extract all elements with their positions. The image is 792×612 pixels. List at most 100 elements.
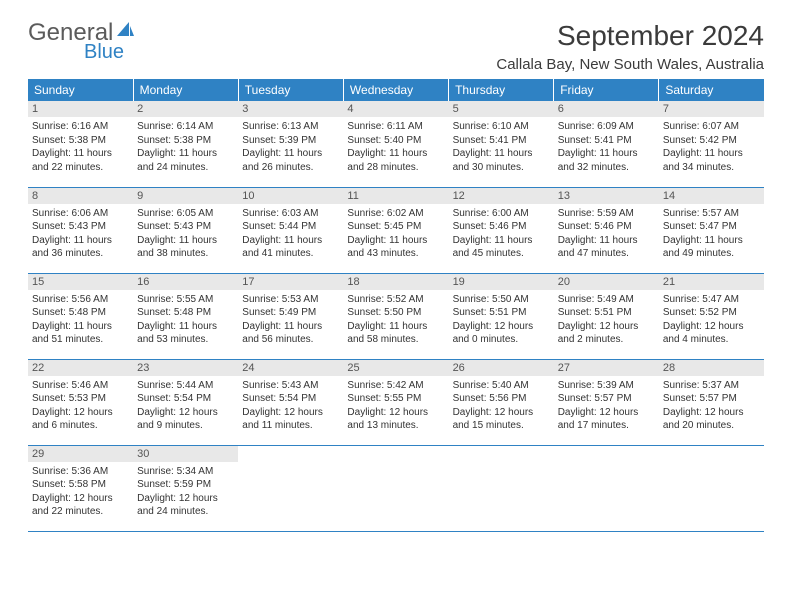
calendar-week-row: 8Sunrise: 6:06 AMSunset: 5:43 PMDaylight… (28, 187, 764, 273)
day-number: 2 (133, 101, 238, 117)
day-info-line: and 15 minutes. (453, 419, 550, 433)
location: Callala Bay, New South Wales, Australia (496, 56, 764, 73)
day-info-line: and 28 minutes. (347, 161, 444, 175)
calendar-day-cell: 25Sunrise: 5:42 AMSunset: 5:55 PMDayligh… (343, 359, 448, 445)
day-info-line: Sunrise: 6:06 AM (32, 207, 129, 221)
day-info-line: and 17 minutes. (558, 419, 655, 433)
calendar-day-cell: 16Sunrise: 5:55 AMSunset: 5:48 PMDayligh… (133, 273, 238, 359)
calendar-day-cell: . (449, 445, 554, 531)
day-info-line: Sunrise: 6:13 AM (242, 120, 339, 134)
day-number: 10 (238, 188, 343, 204)
day-info-line: Daylight: 11 hours (558, 234, 655, 248)
day-info-line: Sunset: 5:49 PM (242, 306, 339, 320)
day-number: 28 (659, 360, 764, 376)
day-info-line: and 58 minutes. (347, 333, 444, 347)
calendar-day-cell: 5Sunrise: 6:10 AMSunset: 5:41 PMDaylight… (449, 101, 554, 187)
day-info-line: and 56 minutes. (242, 333, 339, 347)
day-info-line: Sunset: 5:59 PM (137, 478, 234, 492)
calendar-day-cell: 20Sunrise: 5:49 AMSunset: 5:51 PMDayligh… (554, 273, 659, 359)
day-info-line: Daylight: 11 hours (32, 320, 129, 334)
day-info-line: Sunrise: 5:52 AM (347, 293, 444, 307)
month-title: September 2024 (496, 20, 764, 52)
day-number: 22 (28, 360, 133, 376)
day-info-line: and 38 minutes. (137, 247, 234, 261)
day-number: 17 (238, 274, 343, 290)
day-info-line: and 26 minutes. (242, 161, 339, 175)
day-info-line: and 22 minutes. (32, 161, 129, 175)
day-info-line: Daylight: 12 hours (242, 406, 339, 420)
calendar-body: 1Sunrise: 6:16 AMSunset: 5:38 PMDaylight… (28, 101, 764, 531)
calendar-week-row: 15Sunrise: 5:56 AMSunset: 5:48 PMDayligh… (28, 273, 764, 359)
calendar-table: SundayMondayTuesdayWednesdayThursdayFrid… (28, 79, 764, 532)
day-info-line: Sunset: 5:58 PM (32, 478, 129, 492)
day-info-line: and 53 minutes. (137, 333, 234, 347)
day-info-line: Sunrise: 5:49 AM (558, 293, 655, 307)
calendar-day-cell: 12Sunrise: 6:00 AMSunset: 5:46 PMDayligh… (449, 187, 554, 273)
calendar-day-cell: 4Sunrise: 6:11 AMSunset: 5:40 PMDaylight… (343, 101, 448, 187)
day-number: 7 (659, 101, 764, 117)
day-info-line: Daylight: 12 hours (137, 406, 234, 420)
day-info-line: Sunset: 5:39 PM (242, 134, 339, 148)
day-number: 15 (28, 274, 133, 290)
calendar-day-cell: 21Sunrise: 5:47 AMSunset: 5:52 PMDayligh… (659, 273, 764, 359)
day-info-line: and 4 minutes. (663, 333, 760, 347)
calendar-week-row: 22Sunrise: 5:46 AMSunset: 5:53 PMDayligh… (28, 359, 764, 445)
day-info-line: Sunrise: 6:03 AM (242, 207, 339, 221)
day-info-line: Daylight: 12 hours (453, 320, 550, 334)
day-info-line: Sunset: 5:41 PM (558, 134, 655, 148)
day-number: 12 (449, 188, 554, 204)
day-info-line: Sunrise: 5:37 AM (663, 379, 760, 393)
day-info-line: Sunrise: 5:44 AM (137, 379, 234, 393)
day-info-line: Sunrise: 6:09 AM (558, 120, 655, 134)
day-info-line: Sunrise: 6:10 AM (453, 120, 550, 134)
calendar-day-cell: 17Sunrise: 5:53 AMSunset: 5:49 PMDayligh… (238, 273, 343, 359)
day-info-line: Sunrise: 6:02 AM (347, 207, 444, 221)
day-number: 27 (554, 360, 659, 376)
calendar-day-cell: 19Sunrise: 5:50 AMSunset: 5:51 PMDayligh… (449, 273, 554, 359)
day-number: 5 (449, 101, 554, 117)
day-info-line: Daylight: 12 hours (558, 320, 655, 334)
day-number: 19 (449, 274, 554, 290)
title-block: September 2024 Callala Bay, New South Wa… (496, 20, 764, 73)
day-number: 11 (343, 188, 448, 204)
day-info-line: Sunrise: 5:56 AM (32, 293, 129, 307)
day-info-line: Sunrise: 5:39 AM (558, 379, 655, 393)
day-info-line: Sunrise: 5:42 AM (347, 379, 444, 393)
day-info-line: Sunrise: 5:43 AM (242, 379, 339, 393)
day-info-line: Daylight: 11 hours (137, 147, 234, 161)
weekday-header: Sunday (28, 79, 133, 101)
day-info-line: and 45 minutes. (453, 247, 550, 261)
calendar-day-cell: . (554, 445, 659, 531)
day-info-line: Daylight: 11 hours (242, 147, 339, 161)
day-info-line: and 0 minutes. (453, 333, 550, 347)
day-info-line: and 24 minutes. (137, 505, 234, 519)
day-info-line: and 34 minutes. (663, 161, 760, 175)
day-number: 30 (133, 446, 238, 462)
day-info-line: Daylight: 11 hours (347, 234, 444, 248)
day-info-line: Daylight: 11 hours (663, 234, 760, 248)
day-number: 25 (343, 360, 448, 376)
day-info-line: Daylight: 11 hours (663, 147, 760, 161)
day-info-line: Sunset: 5:57 PM (558, 392, 655, 406)
weekday-header: Monday (133, 79, 238, 101)
calendar-day-cell: 15Sunrise: 5:56 AMSunset: 5:48 PMDayligh… (28, 273, 133, 359)
calendar-day-cell: 28Sunrise: 5:37 AMSunset: 5:57 PMDayligh… (659, 359, 764, 445)
day-info-line: Daylight: 11 hours (453, 234, 550, 248)
day-number: 14 (659, 188, 764, 204)
day-info-line: Sunrise: 5:46 AM (32, 379, 129, 393)
day-number: 4 (343, 101, 448, 117)
day-number: 24 (238, 360, 343, 376)
day-info-line: Daylight: 12 hours (453, 406, 550, 420)
day-info-line: and 43 minutes. (347, 247, 444, 261)
calendar-day-cell: . (343, 445, 448, 531)
day-info-line: and 13 minutes. (347, 419, 444, 433)
day-info-line: Sunset: 5:44 PM (242, 220, 339, 234)
day-info-line: Sunset: 5:38 PM (32, 134, 129, 148)
header: General Blue September 2024 Callala Bay,… (28, 20, 764, 73)
day-info-line: and 24 minutes. (137, 161, 234, 175)
logo: General Blue (28, 20, 135, 45)
day-info-line: Daylight: 12 hours (663, 320, 760, 334)
day-info-line: Sunrise: 6:00 AM (453, 207, 550, 221)
day-info-line: Sunrise: 5:53 AM (242, 293, 339, 307)
calendar-week-row: 29Sunrise: 5:36 AMSunset: 5:58 PMDayligh… (28, 445, 764, 531)
